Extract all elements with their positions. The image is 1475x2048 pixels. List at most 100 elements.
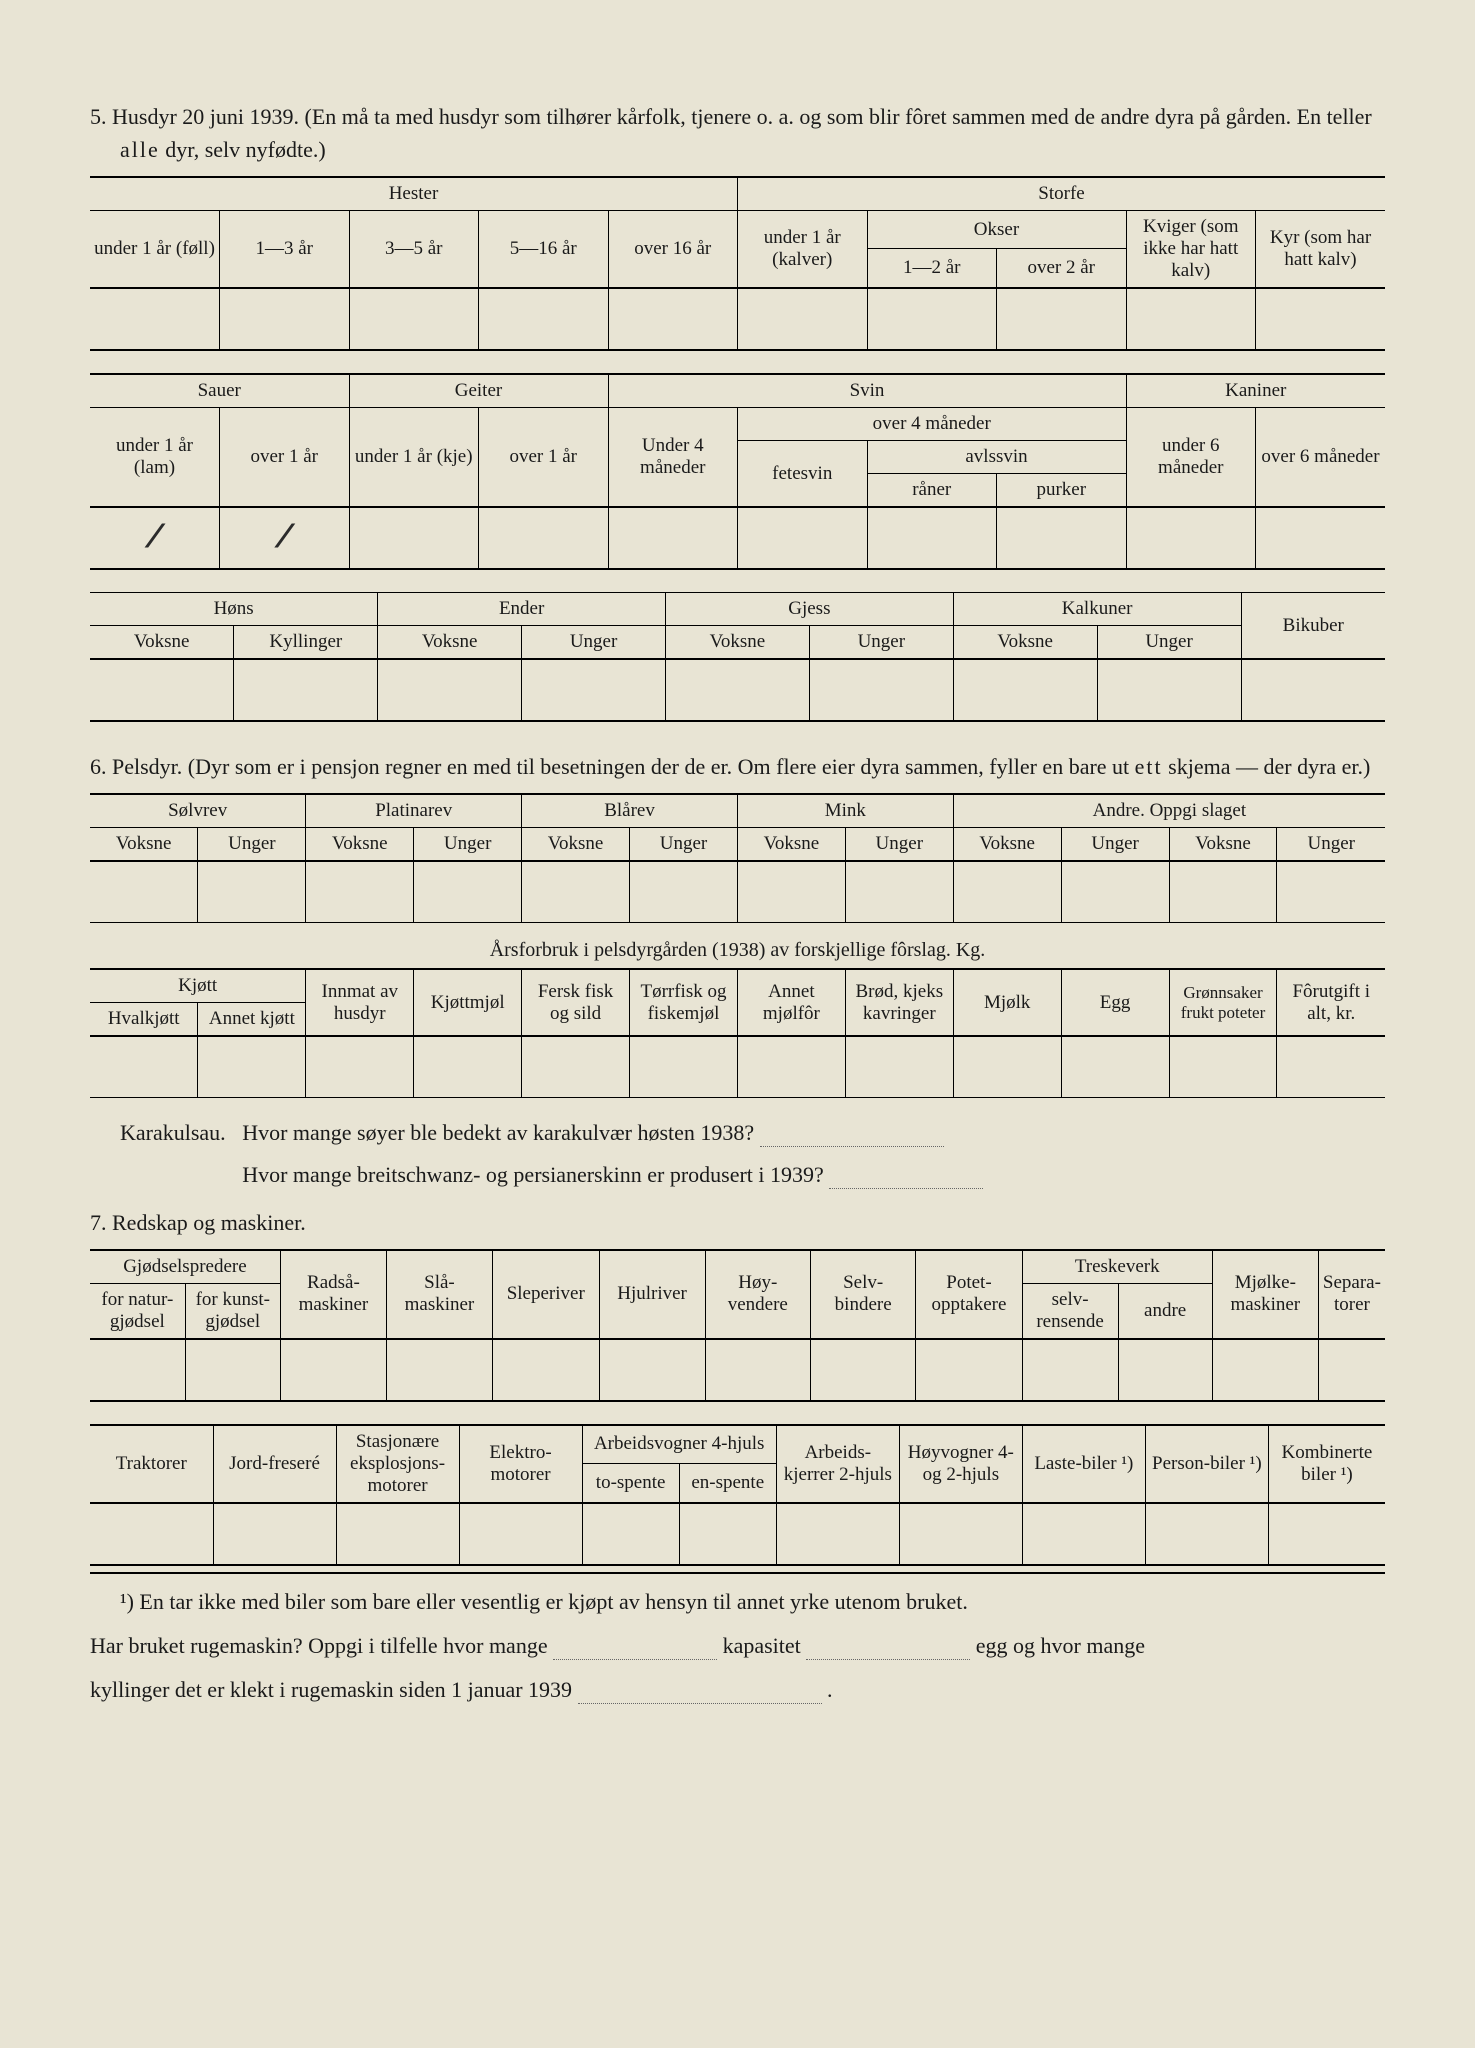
- cell[interactable]: [336, 1503, 459, 1565]
- cell[interactable]: [459, 1503, 582, 1565]
- cell[interactable]: [776, 1503, 899, 1565]
- cell[interactable]: [306, 861, 414, 923]
- cell[interactable]: [599, 1339, 705, 1401]
- rugemaskin-kapasitet-input[interactable]: [806, 1633, 970, 1660]
- cell[interactable]: [90, 659, 234, 721]
- cell[interactable]: [90, 288, 220, 350]
- cell[interactable]: [90, 1503, 213, 1565]
- cell[interactable]: [90, 861, 198, 923]
- cell[interactable]: [280, 1339, 386, 1401]
- cell[interactable]: [90, 1036, 198, 1098]
- cell[interactable]: [997, 507, 1127, 569]
- rugemaskin-antall-input[interactable]: [553, 1633, 717, 1660]
- cell[interactable]: [1061, 861, 1169, 923]
- cell[interactable]: [811, 1339, 916, 1401]
- cell[interactable]: [414, 1036, 522, 1098]
- cell[interactable]: [198, 1036, 306, 1098]
- cell[interactable]: [809, 659, 953, 721]
- cell[interactable]: [1277, 1036, 1385, 1098]
- hdr-traktorer: Traktorer: [90, 1425, 213, 1503]
- cell[interactable]: [630, 1036, 738, 1098]
- cell[interactable]: [1126, 507, 1256, 569]
- hdr-okser: Okser: [867, 211, 1126, 249]
- cell[interactable]: [608, 288, 738, 350]
- cell[interactable]: [479, 288, 609, 350]
- cell[interactable]: [666, 659, 810, 721]
- hdr-o1-sauer: over 1 år: [220, 408, 350, 508]
- section-7-num: 7.: [90, 1210, 107, 1235]
- cell[interactable]: [386, 1339, 492, 1401]
- cell-sauer-u1[interactable]: /: [90, 507, 220, 569]
- cell[interactable]: [738, 288, 868, 350]
- karakul-q1-input[interactable]: [760, 1120, 944, 1147]
- cell[interactable]: [1118, 1339, 1212, 1401]
- cell[interactable]: [1212, 1339, 1318, 1401]
- cell[interactable]: [522, 659, 666, 721]
- cell[interactable]: [349, 288, 479, 350]
- cell[interactable]: [1256, 507, 1386, 569]
- cell[interactable]: [867, 507, 997, 569]
- cell[interactable]: [705, 1339, 810, 1401]
- cell[interactable]: [234, 659, 378, 721]
- cell[interactable]: [582, 1503, 679, 1565]
- cell[interactable]: [737, 861, 845, 923]
- hdr-voksne-kalk: Voksne: [953, 626, 1097, 660]
- cell[interactable]: [1022, 1503, 1145, 1565]
- cell[interactable]: [953, 1036, 1061, 1098]
- hdr-v: Voksne: [306, 828, 414, 862]
- cell[interactable]: [220, 288, 350, 350]
- cell[interactable]: [198, 861, 306, 923]
- cell[interactable]: [737, 1036, 845, 1098]
- cell[interactable]: [90, 1339, 185, 1401]
- hdr-jordfresere: Jord-freseré: [213, 1425, 336, 1503]
- cell[interactable]: [479, 507, 609, 569]
- cell[interactable]: [997, 288, 1127, 350]
- cell[interactable]: [1268, 1503, 1385, 1565]
- cell[interactable]: [1126, 288, 1256, 350]
- cell[interactable]: [1061, 1036, 1169, 1098]
- cell[interactable]: [845, 861, 953, 923]
- hdr-platinarev: Platinarev: [306, 794, 522, 828]
- cell[interactable]: [1241, 659, 1385, 721]
- cell-sauer-o1[interactable]: /: [220, 507, 350, 569]
- cell[interactable]: [845, 1036, 953, 1098]
- cell[interactable]: [738, 507, 868, 569]
- cell[interactable]: [213, 1503, 336, 1565]
- hdr-raner: råner: [867, 474, 997, 508]
- cell[interactable]: [1022, 1339, 1118, 1401]
- cell[interactable]: [630, 861, 738, 923]
- cell[interactable]: [953, 861, 1061, 923]
- cell[interactable]: [679, 1503, 776, 1565]
- cell[interactable]: [1169, 861, 1277, 923]
- cell[interactable]: [916, 1339, 1022, 1401]
- cell[interactable]: [306, 1036, 414, 1098]
- cell[interactable]: [414, 861, 522, 923]
- cell[interactable]: [1097, 659, 1241, 721]
- cell[interactable]: [1169, 1036, 1277, 1098]
- cell[interactable]: [185, 1339, 280, 1401]
- cell[interactable]: [953, 659, 1097, 721]
- cell[interactable]: [522, 861, 630, 923]
- hdr-5-16: 5—16 år: [479, 211, 609, 289]
- cell[interactable]: [522, 1036, 630, 1098]
- hdr-gronn: Grønnsaker frukt poteter: [1169, 969, 1277, 1036]
- footnote-block: ¹) En tar ikke med biler som bare eller …: [90, 1572, 1385, 1712]
- cell[interactable]: [1277, 861, 1385, 923]
- cell[interactable]: [378, 659, 522, 721]
- cell[interactable]: [349, 507, 479, 569]
- cell[interactable]: [608, 507, 738, 569]
- hdr-unger-kalk: Unger: [1097, 626, 1241, 660]
- cell[interactable]: [899, 1503, 1022, 1565]
- cell[interactable]: [1145, 1503, 1268, 1565]
- karakul-q2-input[interactable]: [829, 1162, 983, 1189]
- hdr-mink: Mink: [737, 794, 953, 828]
- cell[interactable]: [492, 1339, 599, 1401]
- cell[interactable]: [1256, 288, 1386, 350]
- hdr-geiter: Geiter: [349, 374, 608, 408]
- cell[interactable]: [1318, 1339, 1385, 1401]
- cell[interactable]: [867, 288, 997, 350]
- hdr-over16: over 16 år: [608, 211, 738, 289]
- rugemaskin-kyllinger-input[interactable]: [578, 1677, 822, 1704]
- table-sauer-geiter-svin-kaniner: Sauer Geiter Svin Kaniner under 1 år (la…: [90, 373, 1385, 570]
- section-6-heading: 6. Pelsdyr. (Dyr som er i pensjon regner…: [120, 750, 1385, 783]
